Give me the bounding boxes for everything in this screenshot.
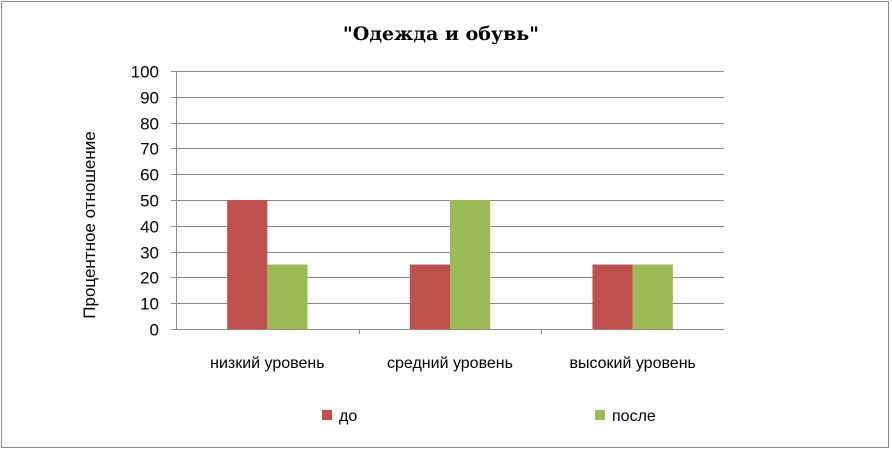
y-tick-label: 90 (140, 89, 159, 108)
y-tick-label: 100 (131, 63, 159, 82)
bar-до-1 (409, 264, 450, 329)
axes (176, 71, 724, 334)
y-tick-label: 60 (140, 166, 159, 185)
y-tick-label: 40 (140, 218, 159, 237)
y-tick-labels: 0 10 20 30 40 50 60 70 80 90 100 (131, 63, 159, 340)
legend-label: до (339, 408, 357, 425)
x-category-labels: низкий уровень средний уровень высокий уро… (210, 355, 696, 372)
bars (227, 200, 673, 329)
bar-после-0 (267, 264, 308, 329)
bar-до-2 (592, 264, 633, 329)
x-category-label: средний уровень (387, 355, 513, 372)
bar-после-2 (632, 264, 673, 329)
y-tick-label: 20 (140, 269, 159, 288)
legend-label: после (612, 408, 656, 425)
y-tick-label: 10 (140, 295, 159, 314)
y-tick-label: 30 (140, 244, 159, 263)
y-tick-label: 80 (140, 115, 159, 134)
x-category-label: высокий уровень (569, 355, 695, 372)
bar-после-1 (450, 200, 491, 329)
y-axis-label: Процентное отношение (80, 131, 99, 318)
y-tick-label: 0 (150, 321, 159, 340)
bar-до-0 (227, 200, 268, 329)
legend: до после (322, 408, 656, 425)
legend-swatch (322, 410, 332, 420)
y-tick-label: 50 (140, 192, 159, 211)
y-tick-label: 70 (140, 140, 159, 159)
legend-swatch (595, 410, 605, 420)
chart-title: "Одежда и обувь" (343, 23, 539, 45)
x-category-label: низкий уровень (210, 355, 324, 372)
